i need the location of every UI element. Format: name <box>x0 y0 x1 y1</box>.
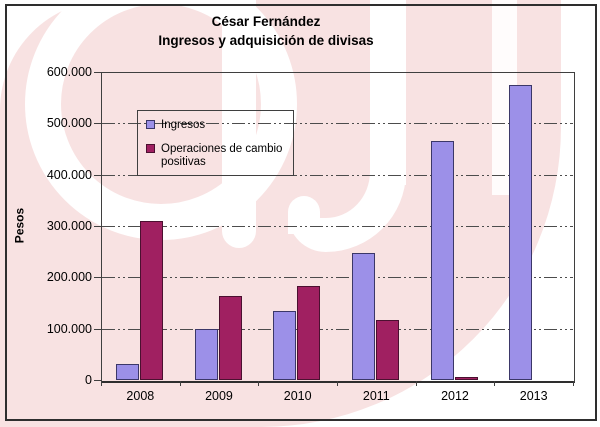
x-axis-tick <box>101 381 102 386</box>
chart-frame <box>5 4 597 421</box>
y-axis-tick <box>94 328 101 330</box>
x-axis-tick <box>179 381 181 386</box>
x-tick-label: 2012 <box>441 389 469 403</box>
legend-item-ingresos: Ingresos <box>146 119 285 132</box>
x-tick-label: 2008 <box>126 389 155 403</box>
y-tick-label: 300.000 <box>46 219 92 233</box>
gridline <box>102 226 573 227</box>
y-axis-tick <box>94 226 101 227</box>
y-axis-tick <box>94 277 101 279</box>
x-axis-tick <box>258 381 260 386</box>
legend-item-operaciones: Operaciones de cambio positivas <box>146 143 285 169</box>
y-tick-label: 100.000 <box>46 321 92 336</box>
gridline <box>102 328 573 330</box>
bar-ingresos-2010 <box>273 311 297 380</box>
x-axis-tick <box>573 381 574 386</box>
watermark-letter-j-tip <box>288 196 320 234</box>
chart-subtitle: Ingresos y adquisición de divisas <box>158 33 374 48</box>
y-axis-tick <box>94 174 101 176</box>
plot-area <box>101 72 575 383</box>
y-axis-tick <box>94 380 101 381</box>
y-tick-label: 500.000 <box>46 116 92 131</box>
legend: Ingresos Operaciones de cambio positivas <box>137 110 294 176</box>
legend-swatch-icon <box>146 120 155 129</box>
gridline <box>102 174 573 176</box>
y-tick-label: 400.000 <box>46 167 92 182</box>
y-tick-label: 200.000 <box>46 270 92 285</box>
bar-ingresos-2011 <box>352 253 375 380</box>
bar-operaciones-2010 <box>297 286 321 380</box>
x-tick-label: 2013 <box>519 389 548 403</box>
legend-label: Ingresos <box>161 119 206 131</box>
gridline <box>102 123 573 125</box>
gridline <box>102 277 573 279</box>
y-axis-tick <box>94 123 101 125</box>
legend-swatch-icon <box>146 144 155 153</box>
bar-ingresos-2012 <box>430 141 454 380</box>
y-axis-tick <box>94 72 101 73</box>
bar-ingresos-2013 <box>509 85 533 380</box>
y-tick-label: 600.000 <box>46 65 92 79</box>
x-axis-tick <box>415 381 417 386</box>
bar-operaciones-2012 <box>454 377 478 380</box>
bar-ingresos-2008 <box>116 364 139 380</box>
x-axis-tick <box>337 381 338 386</box>
x-axis-tick <box>494 381 496 386</box>
bar-ingresos-2009 <box>194 329 218 380</box>
bar-operaciones-2009 <box>218 296 242 380</box>
y-tick-label: 0 <box>85 373 92 387</box>
bar-operaciones-2011 <box>376 320 399 380</box>
x-tick-label: 2011 <box>362 389 390 403</box>
chart-title: César Fernández <box>211 14 321 29</box>
legend-label: Operaciones de cambio positivas <box>161 143 283 168</box>
x-tick-label: 2009 <box>205 389 233 403</box>
bar-operaciones-2008 <box>140 221 163 380</box>
x-tick-label: 2010 <box>283 389 312 403</box>
